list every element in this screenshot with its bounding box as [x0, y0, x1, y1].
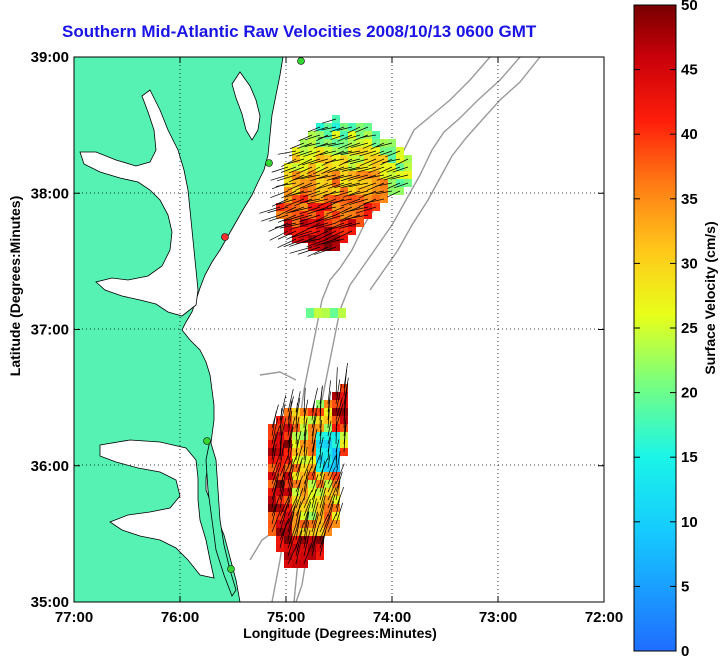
radar-site-marker — [203, 437, 211, 445]
x-tick-label: 74:00 — [373, 609, 411, 626]
radar-site-marker — [221, 233, 229, 241]
colorbar-tick-label: 15 — [681, 449, 698, 466]
y-axis-ticks: 39:00 38:00 37:00 36:00 35:00 — [31, 49, 604, 611]
radar-site-marker — [297, 57, 305, 65]
x-axis-ticks: 77:00 76:00 75:00 74:00 73:00 72:00 — [55, 57, 623, 626]
colorbar-tick-label: 20 — [681, 385, 698, 402]
x-tick-label: 76:00 — [161, 609, 199, 626]
colorbar-tick-label: 40 — [681, 126, 698, 143]
y-tick-label: 38:00 — [31, 185, 69, 202]
y-tick-label: 39:00 — [31, 49, 69, 66]
colorbar-tick-label: 10 — [681, 514, 698, 531]
colorbar-tick-label: 50 — [681, 0, 698, 14]
map-title: Southern Mid-Atlantic Raw Velocities 200… — [62, 22, 537, 41]
colorbar-tick-label: 35 — [681, 191, 698, 208]
x-tick-label: 77:00 — [55, 609, 93, 626]
delaware-bay — [231, 71, 261, 141]
y-tick-label: 37:00 — [31, 322, 69, 339]
colorbar-tick-label: 30 — [681, 255, 698, 272]
colorbar-ticks: 0 5 10 15 20 25 30 35 40 45 50 — [634, 0, 698, 659]
x-tick-label: 72:00 — [585, 609, 623, 626]
velocity-vectors — [259, 118, 409, 565]
colorbar-tick-label: 0 — [681, 643, 689, 659]
colorbar-tick-label: 5 — [681, 578, 689, 595]
colorbar — [633, 4, 677, 652]
radar-site-marker — [227, 565, 235, 573]
x-tick-label: 73:00 — [479, 609, 517, 626]
colorbar-tick-label: 45 — [681, 62, 698, 79]
x-axis-label: Longitude (Degrees:Minutes) — [243, 625, 437, 641]
y-tick-label: 36:00 — [31, 458, 69, 475]
colorbar-tick-label: 25 — [681, 320, 698, 337]
x-tick-label: 75:00 — [267, 609, 305, 626]
radar-site-marker — [265, 159, 273, 167]
outer-banks — [205, 439, 237, 597]
chesapeake-bay — [79, 89, 199, 317]
pamlico-sound — [99, 439, 215, 579]
y-tick-label: 35:00 — [31, 594, 69, 611]
